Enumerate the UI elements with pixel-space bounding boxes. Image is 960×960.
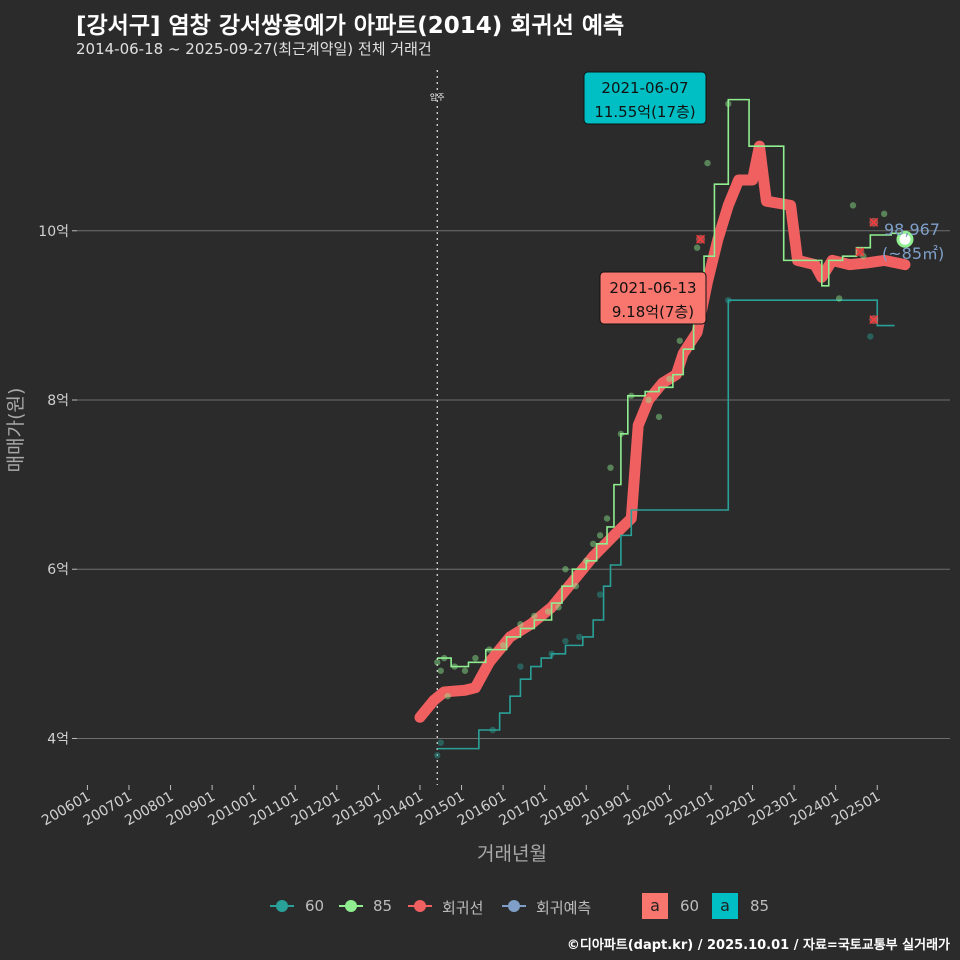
latest-price-label: 98,967: [884, 220, 940, 239]
move-in-label: 입주: [430, 93, 445, 102]
latest-point: [896, 230, 914, 248]
highlight-cross: [869, 315, 879, 325]
data-point-85: [531, 612, 538, 619]
annotation-price-1: 11.55억(17층): [594, 103, 695, 121]
data-point-85: [603, 515, 611, 522]
annotation-date-2: 2021-06-13: [609, 279, 696, 297]
y-axis-title: 매매가(원): [5, 388, 27, 473]
data-point-60: [562, 637, 569, 645]
data-point-85: [645, 396, 652, 404]
annotation-date-1: 2021-06-07: [601, 79, 688, 97]
data-point-85: [461, 667, 469, 674]
legend-label-predict: 회귀예측: [536, 899, 592, 917]
step-line-60: [437, 299, 895, 750]
data-point-60: [725, 296, 732, 304]
highlight-cross: [869, 217, 879, 227]
footer-credit: ©디아파트(dapt.kr) / 2025.10.01 / 자료=국토교통부 실…: [566, 938, 950, 953]
data-point-85: [517, 621, 524, 628]
regression-series: [414, 140, 911, 723]
legend-label-60: 60: [305, 897, 325, 915]
data-point-60: [489, 726, 496, 734]
legend-symbol-60: [270, 900, 294, 912]
annotation-box-2: [599, 271, 707, 325]
data-point-60: [437, 739, 444, 746]
data-point-85: [628, 392, 635, 399]
chart-subtitle: 2014-06-18 ~ 2025-09-27(최근계약일) 전체 거래건: [76, 40, 432, 58]
chart-title: [강서구] 염창 강서쌍용예가 아파트(2014) 회귀선 예측: [76, 13, 625, 39]
data-point-85: [444, 692, 451, 700]
data-point-60: [867, 333, 874, 340]
legend-symbol-85: [339, 900, 363, 912]
legend-box-label-60: 60: [680, 897, 700, 915]
annotation-box-1: [583, 71, 707, 125]
data-point-85: [725, 100, 732, 108]
y-tick-labels: 4억 6억 8억 10억: [38, 224, 69, 748]
y-tick-label: 4억: [47, 731, 69, 747]
legend-box-label-85: 85: [750, 897, 770, 915]
data-point-85: [693, 244, 701, 251]
data-point-85: [835, 295, 843, 302]
y-tick-label: 10억: [38, 224, 69, 240]
data-point-85: [607, 464, 614, 471]
data-point-85: [441, 654, 448, 662]
data-point-85: [880, 210, 888, 218]
legend-symbol-predict: [502, 900, 526, 912]
data-point-85: [437, 667, 444, 674]
highlight-cross: [855, 247, 865, 257]
data-point-85: [572, 582, 580, 590]
data-point-60: [517, 663, 524, 670]
data-point-85: [562, 566, 569, 573]
step-series: [437, 98, 905, 750]
data-point-60: [596, 591, 604, 598]
data-point-85: [655, 413, 663, 421]
legend-box-60: a: [642, 893, 668, 919]
legend-box-85: a: [712, 893, 738, 919]
data-point-85: [596, 532, 604, 539]
highlight-marks: [696, 217, 879, 325]
data-point-85: [583, 557, 590, 564]
data-point-85: [486, 646, 493, 653]
data-point-85: [451, 663, 458, 670]
data-point-85: [704, 159, 711, 167]
data-point-85: [676, 337, 683, 344]
data-point-85: [555, 604, 562, 611]
scatter-points: [434, 100, 888, 759]
step-line-85: [437, 98, 905, 668]
data-point-60: [434, 752, 441, 759]
data-point-85: [849, 202, 857, 209]
data-point-85: [617, 430, 625, 438]
latest-area-label: (~85㎡): [882, 244, 944, 263]
data-point-85: [499, 642, 507, 649]
annotations: 2021-06-07 11.55억(17층) 2021-06-13 9.18억(7층)…: [583, 71, 944, 325]
annotation-price-2: 9.18억(7층): [612, 303, 694, 321]
data-point-85: [544, 608, 552, 615]
legend-symbol-regression: [408, 900, 432, 912]
regression-line: [414, 140, 911, 723]
data-point-60: [576, 633, 583, 641]
grid-lines: [72, 230, 950, 790]
highlight-cross: [696, 234, 706, 244]
legend-label-regression: 회귀선: [442, 899, 484, 917]
legend-label-85: 85: [373, 897, 393, 915]
data-point-85: [472, 654, 479, 662]
x-axis-title: 거래년월: [477, 843, 547, 865]
x-tick-labels: 2006012007012008012009012010012011012012…: [39, 789, 883, 830]
data-point-85: [434, 659, 441, 666]
legend: 60 85 회귀선 회귀예측 a 60 a 85: [0, 893, 960, 921]
data-point-85: [589, 540, 597, 548]
data-point-85: [666, 375, 673, 383]
y-tick-label: 6억: [47, 562, 69, 578]
move-in-line: 입주: [430, 70, 445, 785]
y-tick-label: 8억: [47, 393, 69, 409]
data-point-60: [548, 650, 555, 658]
